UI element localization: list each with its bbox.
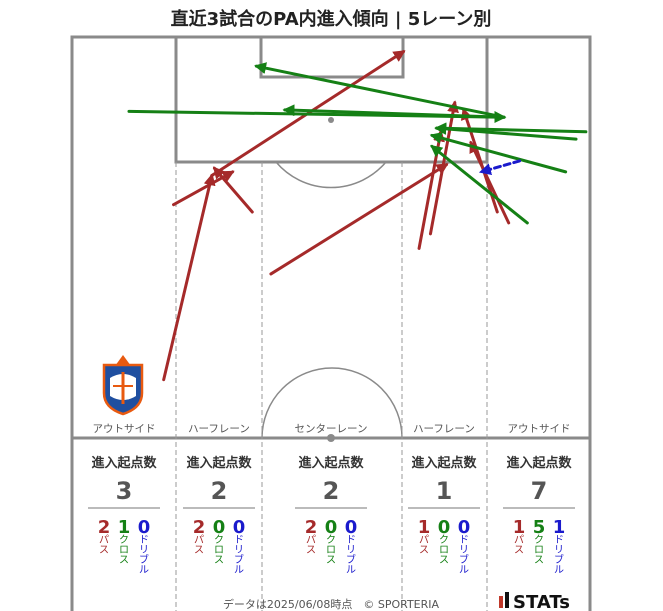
cross-count: 0: [438, 517, 451, 538]
pass-arrow: [212, 166, 254, 214]
dribble-type-label: ドリブル: [234, 535, 244, 576]
center-circle: [261, 367, 403, 439]
lane-stat-label: 進入起点数: [91, 455, 157, 471]
cross-type-label: クロス: [439, 534, 449, 566]
lane-labels: アウトサイド ハーフレーン センターレーン ハーフレーン アウトサイド: [93, 423, 571, 435]
lane-stat-label: 進入起点数: [411, 455, 477, 471]
pass-type-label: パス: [194, 534, 204, 556]
pass-count: 2: [98, 517, 111, 538]
pass-count: 2: [193, 517, 206, 538]
dribble-type-label: ドリブル: [459, 535, 469, 576]
cross-arrow: [282, 104, 506, 119]
dribble-count: 0: [345, 517, 358, 538]
lane-total-count: 7: [531, 477, 548, 505]
footer-note: データは2025/06/08時点 © SPORTERIA: [223, 597, 440, 611]
cross-count: 5: [533, 517, 546, 538]
lane-stat-label: 進入起点数: [298, 455, 364, 471]
lane-label-4: ハーフレーン: [413, 423, 475, 435]
lane-label-1: アウトサイド: [93, 423, 156, 435]
lane-label-5: アウトサイド: [508, 423, 571, 435]
lane-label-3: センターレーン: [295, 423, 368, 435]
pass-type-label: パス: [419, 534, 429, 556]
lane-total-count: 3: [116, 477, 133, 505]
dribble-count: 0: [138, 517, 151, 538]
cross-arrow: [254, 62, 506, 119]
lane-stat-label: 進入起点数: [506, 455, 572, 471]
chart-title: 直近3試合のPA内進入傾向 | 5レーン別: [171, 8, 492, 30]
penalty-spot: [328, 117, 334, 123]
pitch: [70, 35, 592, 611]
dribble-count: 0: [233, 517, 246, 538]
cross-count: 0: [213, 517, 226, 538]
pass-arrow: [269, 163, 449, 276]
stats-logo-icon: [499, 592, 509, 608]
cross-arrow: [434, 122, 588, 135]
lane-total-count: 2: [323, 477, 340, 505]
club-crest-icon: [102, 355, 144, 416]
center-spot: [327, 434, 335, 442]
brand-logo-text: STATs: [513, 592, 570, 611]
pass-count: 2: [305, 517, 318, 538]
dribble-type-label: ドリブル: [346, 535, 356, 576]
cross-type-label: クロス: [534, 534, 544, 566]
dribble-arrow: [478, 159, 522, 176]
pass-arrow: [162, 173, 216, 382]
pass-type-label: パス: [306, 534, 316, 556]
cross-arrow: [429, 132, 568, 174]
dribble-type-label: ドリブル: [139, 535, 149, 576]
pass-count: 1: [513, 517, 526, 538]
cross-count: 1: [118, 517, 131, 538]
cross-arrow: [430, 144, 529, 225]
cross-count: 0: [325, 517, 338, 538]
dribble-count: 1: [553, 517, 566, 538]
lane-stats: 進入起点数32パス1クロス0ドリブル進入起点数22パス0クロス0ドリブル進入起点…: [88, 455, 575, 576]
pass-arrow: [428, 100, 459, 236]
cross-type-label: クロス: [326, 534, 336, 566]
entry-arrows: [127, 50, 588, 382]
lane-stat-label: 進入起点数: [186, 455, 252, 471]
cross-type-label: クロス: [214, 534, 224, 566]
pass-arrow: [469, 140, 511, 225]
dribble-count: 0: [458, 517, 471, 538]
lane-total-count: 1: [436, 477, 453, 505]
dribble-type-label: ドリブル: [554, 535, 564, 576]
pass-type-label: パス: [514, 534, 524, 556]
pass-type-label: パス: [99, 534, 109, 556]
lane-total-count: 2: [211, 477, 228, 505]
penalty-arc: [275, 161, 387, 189]
lane-label-2: ハーフレーン: [188, 423, 250, 435]
cross-type-label: クロス: [119, 534, 129, 566]
pass-count: 1: [418, 517, 431, 538]
